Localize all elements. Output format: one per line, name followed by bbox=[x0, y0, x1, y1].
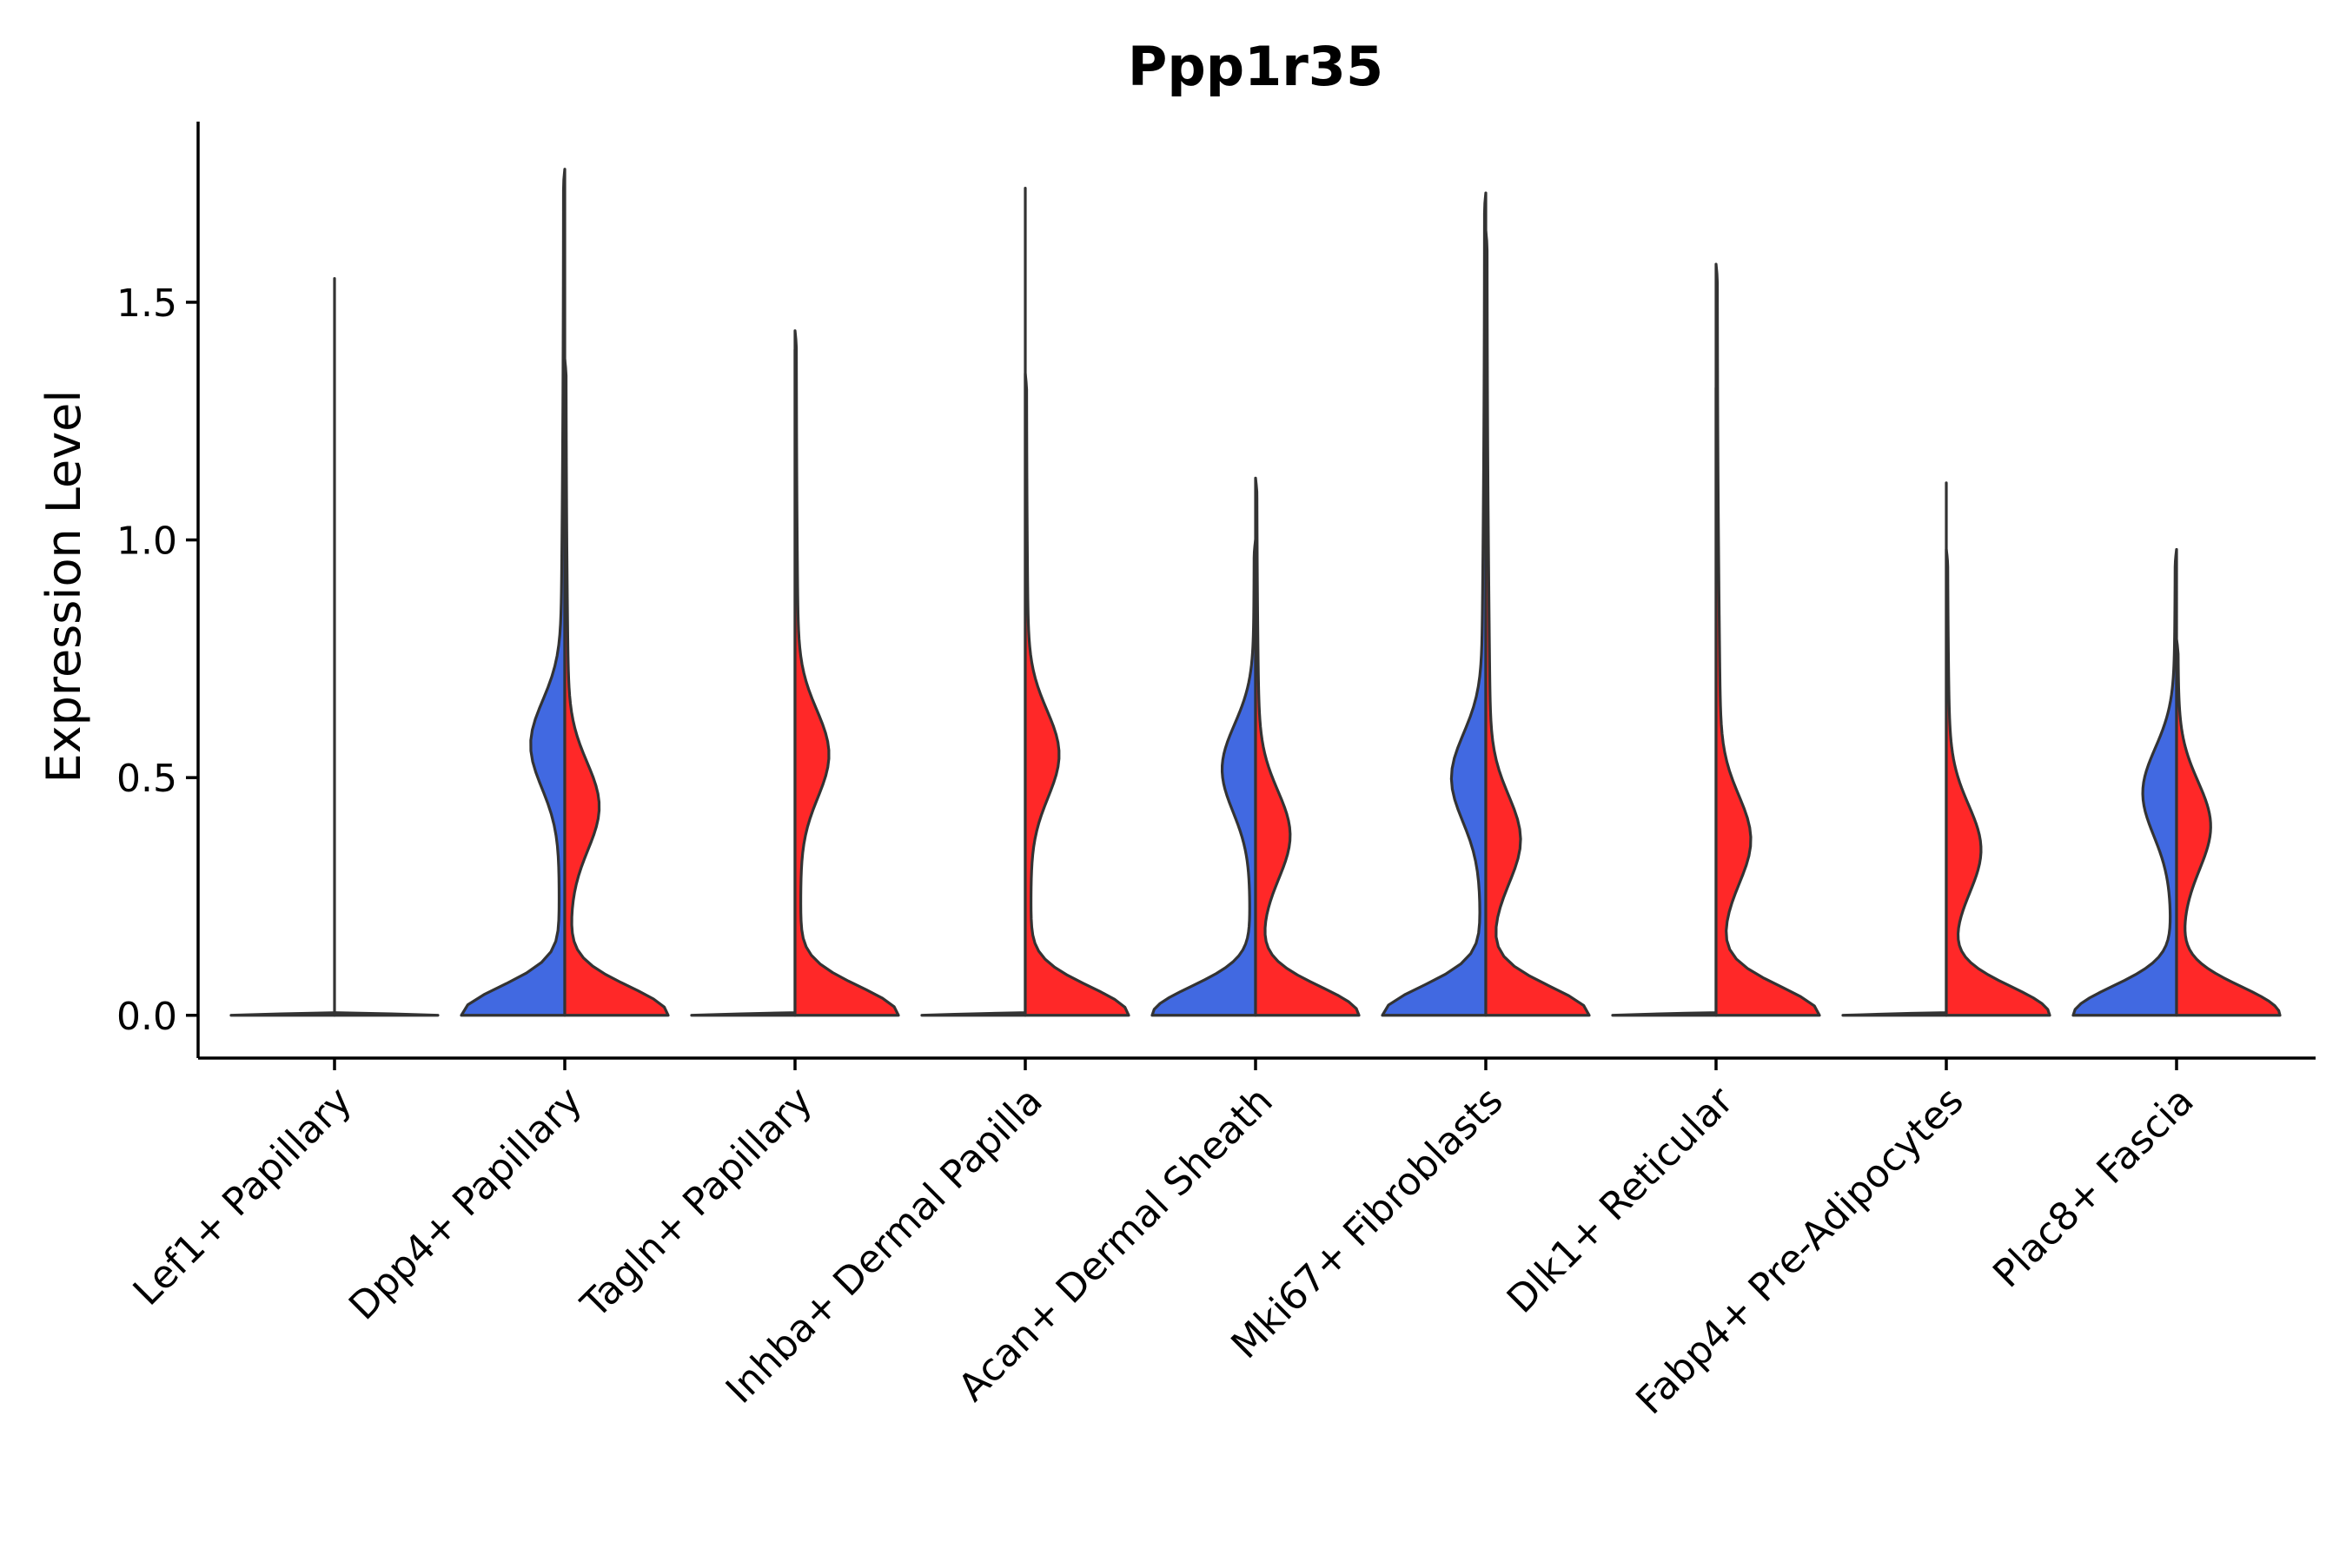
violin-red-8 bbox=[2175, 638, 2282, 1017]
x-tick-label: Dpp4+ Papillary bbox=[341, 1079, 591, 1329]
x-tick-label: Tagln+ Papillary bbox=[573, 1079, 821, 1327]
violin-plot-area bbox=[229, 168, 2282, 1017]
x-tick-label: Plac8+ Fascia bbox=[1985, 1079, 2203, 1297]
violin-blue-0 bbox=[229, 276, 336, 1017]
y-tick-label: 0.0 bbox=[116, 995, 177, 1039]
y-axis-label: Expression Level bbox=[36, 390, 91, 784]
violin-blue-6 bbox=[1611, 386, 1718, 1017]
x-tick-label: Lef1+ Papillary bbox=[125, 1079, 361, 1314]
x-tick-label: Dlk1+ Reticular bbox=[1499, 1078, 1743, 1322]
violin-blue-8 bbox=[2071, 547, 2178, 1017]
violin-red-2 bbox=[793, 329, 900, 1017]
violin-blue-3 bbox=[920, 187, 1027, 1017]
y-tick-label: 1.5 bbox=[116, 281, 177, 326]
violin-red-6 bbox=[1714, 262, 1821, 1017]
y-axis: 0.0 0.5 1.0 1.5 bbox=[116, 122, 200, 1058]
chart-title: Ppp1r35 bbox=[1128, 35, 1383, 98]
y-tick-label: 1.0 bbox=[116, 519, 177, 564]
violin-red-5 bbox=[1484, 229, 1591, 1017]
violin-red-4 bbox=[1254, 476, 1361, 1017]
y-tick-label: 0.5 bbox=[116, 757, 177, 801]
violin-blue-7 bbox=[1841, 481, 1948, 1017]
violin-blue-1 bbox=[460, 168, 567, 1017]
violin-blue-4 bbox=[1150, 538, 1257, 1017]
violin-red-0 bbox=[333, 1011, 440, 1017]
violin-blue-5 bbox=[1381, 191, 1488, 1017]
violin-red-3 bbox=[1024, 372, 1130, 1017]
violin-red-1 bbox=[563, 358, 670, 1017]
violin-red-7 bbox=[1945, 547, 2051, 1017]
violin-blue-2 bbox=[690, 348, 797, 1017]
